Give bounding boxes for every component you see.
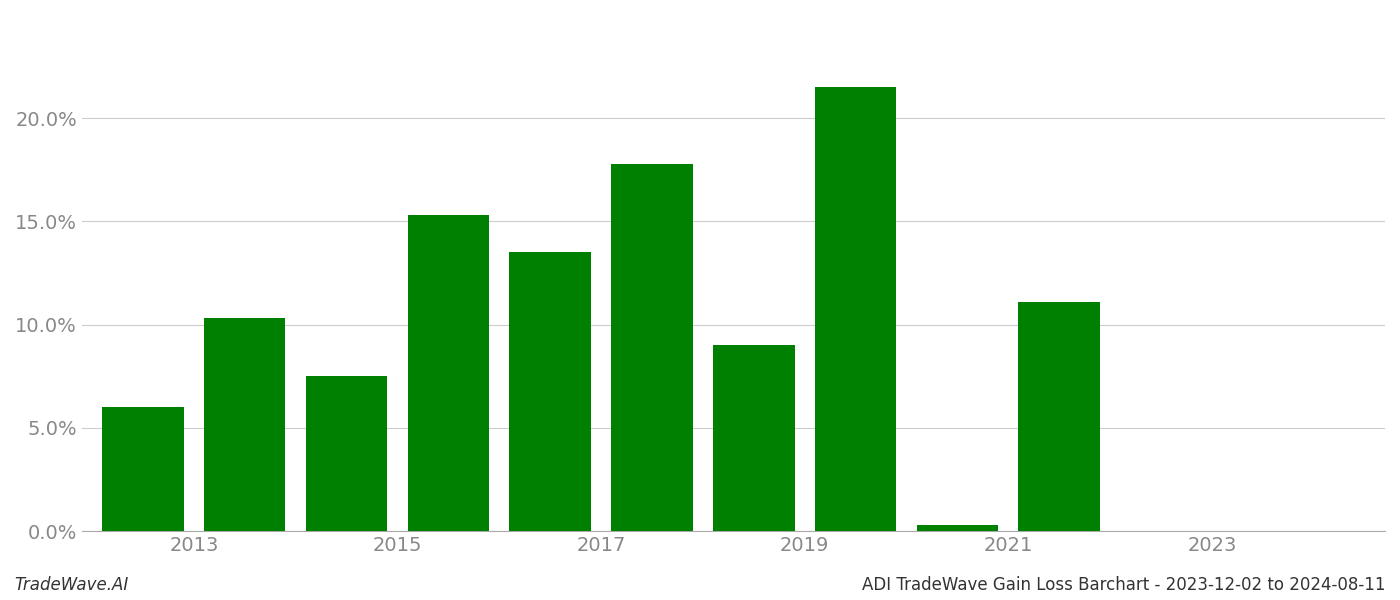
Bar [713, 346, 795, 531]
Bar [1018, 302, 1100, 531]
Bar [102, 407, 183, 531]
Bar [204, 319, 286, 531]
Text: TradeWave.AI: TradeWave.AI [14, 576, 129, 594]
Text: ADI TradeWave Gain Loss Barchart - 2023-12-02 to 2024-08-11: ADI TradeWave Gain Loss Barchart - 2023-… [862, 576, 1386, 594]
Bar [815, 87, 896, 531]
Bar [407, 215, 489, 531]
Bar [917, 525, 998, 531]
Bar [305, 376, 388, 531]
Bar [510, 253, 591, 531]
Bar [612, 164, 693, 531]
